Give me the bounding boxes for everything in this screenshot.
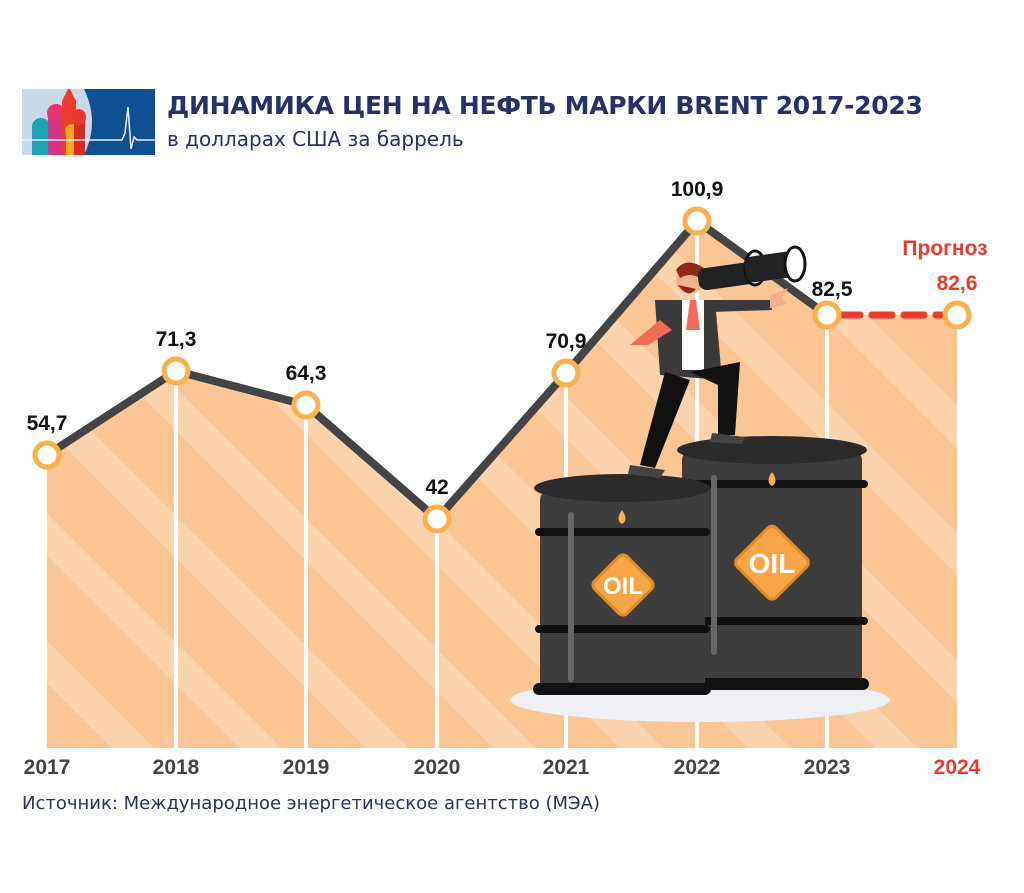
source-note: Источник: Международное энергетическое а… <box>22 793 600 814</box>
forecast-label: Прогноз <box>902 237 987 260</box>
x-tick-label: 2023 <box>804 756 851 779</box>
x-tick-label: 2019 <box>283 756 330 779</box>
x-tick-label: 2017 <box>24 756 71 779</box>
kremlin-heartbeat-logo-icon <box>22 89 155 155</box>
data-markers <box>32 206 972 534</box>
x-tick-label: 2022 <box>674 756 721 779</box>
value-label: 70,9 <box>546 330 587 353</box>
chart-title: ДИНАМИКА ЦЕН НА НЕФТЬ МАРКИ BRENT 2017-2… <box>167 91 923 120</box>
x-axis-labels: 2017 2018 2019 2020 2021 2022 2023 2024 <box>24 756 981 779</box>
x-tick-label: 2021 <box>543 756 590 779</box>
chart-header: ДИНАМИКА ЦЕН НА НЕФТЬ МАРКИ BRENT 2017-2… <box>22 89 923 155</box>
value-label: 71,3 <box>156 328 197 351</box>
value-label: 82,5 <box>812 278 853 301</box>
value-labels: 54,7 71,3 64,3 42 70,9 100,9 82,5 82,6 П… <box>27 178 988 499</box>
marker-2017 <box>32 440 62 470</box>
value-label: 100,9 <box>671 178 724 201</box>
value-label: 64,3 <box>286 362 327 385</box>
chart-subtitle: в долларах США за баррель <box>167 127 464 151</box>
marker-2020 <box>422 504 452 534</box>
businessman-oil-barrels-illustration: OIL OIL <box>510 245 890 722</box>
barrel-label: OIL <box>603 573 643 600</box>
marker-2019 <box>291 390 321 420</box>
forecast-value-label: 82,6 <box>937 272 978 295</box>
value-label: 42 <box>425 476 448 499</box>
x-tick-label-forecast: 2024 <box>934 756 981 779</box>
x-tick-label: 2020 <box>414 756 461 779</box>
marker-2022 <box>682 206 712 236</box>
marker-2018 <box>161 356 191 386</box>
marker-2021 <box>551 358 581 388</box>
marker-2024 <box>942 300 972 330</box>
value-label: 54,7 <box>27 412 68 435</box>
x-tick-label: 2018 <box>153 756 200 779</box>
marker-2023 <box>812 300 842 330</box>
barrel-label: OIL <box>749 548 796 579</box>
